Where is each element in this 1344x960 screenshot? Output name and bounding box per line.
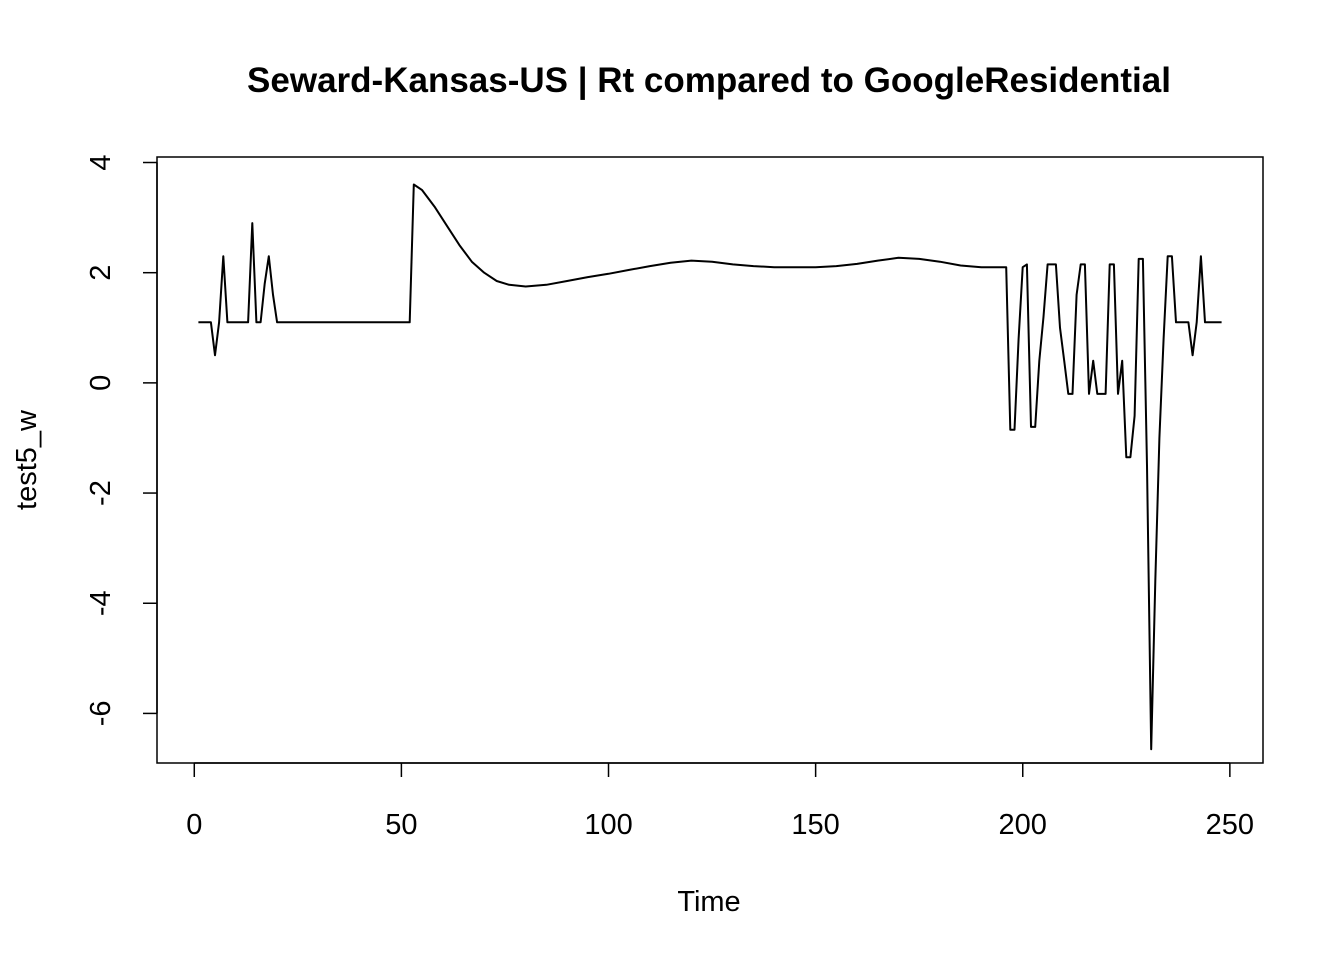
- y-tick-label: -2: [85, 480, 117, 506]
- chart-title: Seward-Kansas-US | Rt compared to Google…: [247, 61, 1171, 100]
- series-line: [198, 183, 1222, 751]
- y-tick-label: -4: [85, 590, 117, 616]
- x-tick-label: 0: [186, 809, 202, 841]
- y-axis: 4 2 0 -2 -4 -6: [85, 154, 158, 727]
- x-tick-label: 100: [584, 809, 632, 841]
- y-tick-label: 4: [85, 154, 117, 170]
- x-axis: 0 50 100 150 200 250: [186, 762, 1254, 841]
- x-tick-label: 150: [791, 809, 839, 841]
- y-axis-label: test5_w: [11, 409, 43, 510]
- y-tick-label: -6: [85, 701, 117, 727]
- x-tick-label: 50: [385, 809, 417, 841]
- y-tick-label: 2: [85, 265, 117, 281]
- x-axis-label: Time: [677, 886, 740, 918]
- y-tick-label: 0: [85, 375, 117, 391]
- x-tick-label: 250: [1206, 809, 1254, 841]
- series-layer: [198, 183, 1222, 751]
- x-tick-label: 200: [999, 809, 1047, 841]
- plot-frame: [156, 156, 1264, 764]
